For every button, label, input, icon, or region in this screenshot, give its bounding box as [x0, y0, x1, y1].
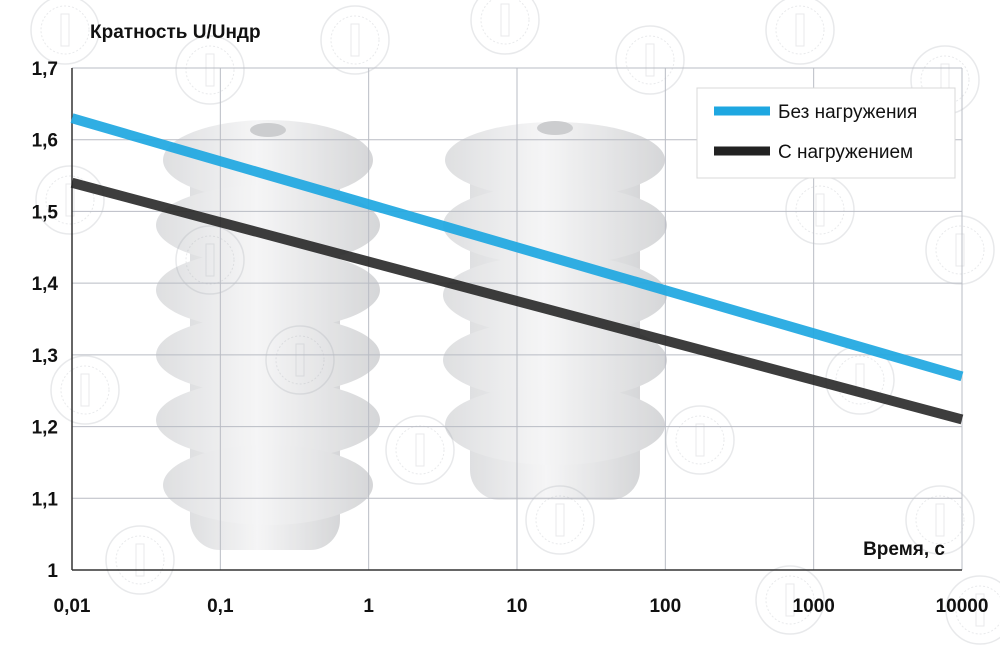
- x-tick-label: 0,01: [54, 596, 91, 617]
- watermark-seal-icon: [615, 25, 685, 95]
- y-axis-label: Кратность U/Uндр: [90, 22, 261, 43]
- watermark-seal-icon: [765, 0, 835, 65]
- watermark-seal-icon: [30, 0, 100, 65]
- series-line-2: [70, 177, 964, 425]
- y-tick-label: 1,2: [32, 418, 58, 439]
- watermark-seal-icon: [785, 175, 855, 245]
- y-tick-label: 1,1: [32, 489, 59, 510]
- y-tick-label: 1,4: [32, 274, 59, 295]
- x-tick-label: 1000: [793, 596, 835, 617]
- watermark-seal-icon: [525, 485, 595, 555]
- watermark-seal-icon: [175, 35, 245, 105]
- watermark-seal-icon: [665, 405, 735, 475]
- series-line-1: [70, 113, 964, 382]
- x-tick-label: 1: [363, 596, 374, 617]
- axes: [71, 68, 962, 571]
- y-tick-label: 1: [47, 561, 58, 582]
- tick-labels: 0,01 0,1 1 10 100 1000 10000 1 1,1 1,2 1,3 1,4 1,5 1,…: [32, 59, 989, 617]
- y-tick-label: 1,7: [32, 59, 58, 80]
- x-tick-label: 100: [649, 596, 681, 617]
- legend: Без нагружения С нагружением: [696, 87, 956, 179]
- legend-box: [696, 87, 956, 179]
- watermark-seal-icon: [470, 0, 540, 55]
- x-tick-label: 10000: [936, 596, 989, 617]
- watermark-seal-icon: [50, 355, 120, 425]
- watermark-seal-icon: [925, 215, 995, 285]
- watermark-seal-icon: [755, 565, 825, 635]
- series: [70, 113, 964, 425]
- watermark-seal-icon: [105, 525, 175, 595]
- insulator-right-icon: [443, 121, 667, 500]
- watermark-seal-icon: [175, 225, 245, 295]
- insulator-image: [156, 120, 667, 550]
- y-tick-label: 1,6: [32, 131, 58, 152]
- watermark: [30, 0, 1000, 645]
- watermark-seal-icon: [265, 325, 335, 395]
- x-tick-label: 0,1: [207, 596, 234, 617]
- x-axis-label: Время, с: [863, 539, 945, 560]
- insulator-left-icon: [156, 120, 380, 550]
- watermark-seal-icon: [35, 165, 105, 235]
- y-tick-label: 1,3: [32, 346, 58, 367]
- legend-label-1: Без нагружения: [778, 102, 917, 123]
- watermark-seal-icon: [385, 415, 455, 485]
- y-tick-label: 1,5: [32, 202, 59, 223]
- legend-label-2: С нагружением: [778, 142, 913, 163]
- x-tick-label: 10: [506, 596, 527, 617]
- watermark-seal-icon: [945, 575, 1000, 645]
- watermark-seal-icon: [320, 5, 390, 75]
- watermark-seal-icon: [905, 485, 975, 555]
